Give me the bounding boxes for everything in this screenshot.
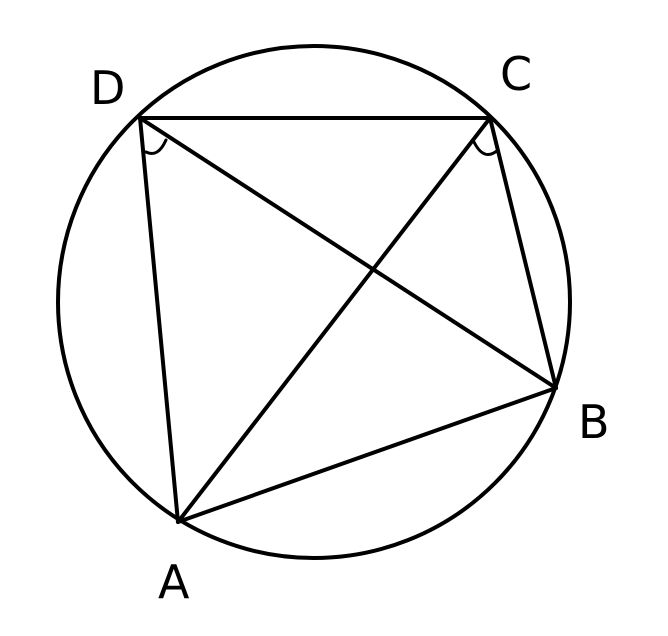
segment-ba: [176, 386, 558, 524]
label-c: C: [500, 47, 532, 101]
segment-cb: [488, 116, 558, 390]
label-a: A: [158, 555, 190, 609]
angle-mark-c: [472, 140, 500, 156]
diagonal-db: [138, 116, 558, 390]
label-d: D: [90, 61, 125, 115]
diagonal-ca: [176, 116, 492, 524]
segment-ad: [138, 116, 180, 524]
circumcircle: [56, 44, 572, 560]
angle-mark-d: [144, 138, 168, 155]
label-b: B: [578, 395, 610, 449]
